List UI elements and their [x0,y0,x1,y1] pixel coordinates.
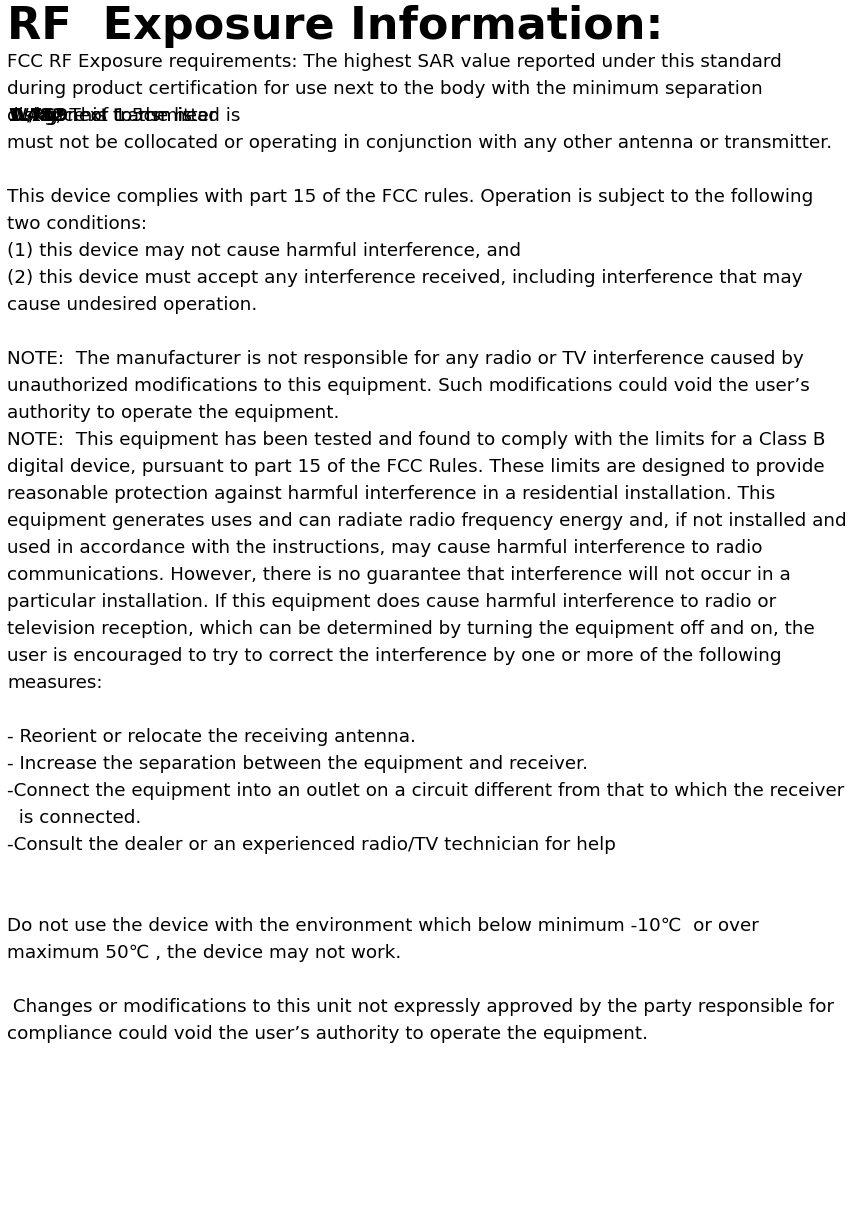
Text: (1) this device may not cause harmful interference, and: (1) this device may not cause harmful in… [7,242,521,260]
Text: compliance could void the user’s authority to operate the equipment.: compliance could void the user’s authori… [7,1025,648,1043]
Text: user is encouraged to try to correct the interference by one or more of the foll: user is encouraged to try to correct the… [7,647,781,664]
Text: during product certification for use next to the body with the minimum separatio: during product certification for use nex… [7,80,763,98]
Text: two conditions:: two conditions: [7,215,147,233]
Text: This device complies with part 15 of the FCC rules. Operation is subject to the : This device complies with part 15 of the… [7,188,813,206]
Text: television reception, which can be determined by turning the equipment off and o: television reception, which can be deter… [7,620,815,638]
Text: 0.769: 0.769 [10,107,68,125]
Text: equipment generates uses and can radiate radio frequency energy and, if not inst: equipment generates uses and can radiate… [7,512,847,530]
Text: used in accordance with the instructions, may cause harmful interference to radi: used in accordance with the instructions… [7,539,763,557]
Text: distance of 1.5cm is: distance of 1.5cm is [7,107,198,125]
Text: is connected.: is connected. [7,809,141,828]
Text: reasonable protection against harmful interference in a residential installation: reasonable protection against harmful in… [7,485,775,503]
Text: digital device, pursuant to part 15 of the FCC Rules. These limits are designed : digital device, pursuant to part 15 of t… [7,459,824,476]
Text: - Reorient or relocate the receiving antenna.: - Reorient or relocate the receiving ant… [7,728,416,745]
Text: cause undesired operation.: cause undesired operation. [7,295,257,314]
Text: Do not use the device with the environment which below minimum -10℃  or over: Do not use the device with the environme… [7,917,759,935]
Text: -Consult the dealer or an experienced radio/TV technician for help: -Consult the dealer or an experienced ra… [7,836,616,855]
Text: NOTE:  This equipment has been tested and found to comply with the limits for a : NOTE: This equipment has been tested and… [7,432,825,449]
Text: Changes or modifications to this unit not expressly approved by the party respon: Changes or modifications to this unit no… [7,998,834,1016]
Text: (2) this device must accept any interference received, including interference th: (2) this device must accept any interfer… [7,268,803,287]
Text: must not be collocated or operating in conjunction with any other antenna or tra: must not be collocated or operating in c… [7,134,832,152]
Text: maximum 50℃ , the device may not work.: maximum 50℃ , the device may not work. [7,944,401,962]
Text: -Connect the equipment into an outlet on a circuit different from that to which : -Connect the equipment into an outlet on… [7,782,844,801]
Text: RF  Exposure Information:: RF Exposure Information: [7,5,663,48]
Text: communications. However, there is no guarantee that interference will not occur : communications. However, there is no gua… [7,566,791,584]
Text: 1.482: 1.482 [8,107,66,125]
Text: - Increase the separation between the equipment and receiver.: - Increase the separation between the eq… [7,755,588,774]
Text: particular installation. If this equipment does cause harmful interference to ra: particular installation. If this equipme… [7,593,776,611]
Text: W/kg, next to the head is: W/kg, next to the head is [9,107,247,125]
Text: FCC RF Exposure requirements: The highest SAR value reported under this standard: FCC RF Exposure requirements: The highes… [7,53,782,71]
Text: measures:: measures: [7,674,102,691]
Text: W/kg. This transmitter: W/kg. This transmitter [11,107,216,125]
Text: NOTE:  The manufacturer is not responsible for any radio or TV interference caus: NOTE: The manufacturer is not responsibl… [7,349,804,368]
Text: unauthorized modifications to this equipment. Such modifications could void the : unauthorized modifications to this equip… [7,378,810,395]
Text: authority to operate the equipment.: authority to operate the equipment. [7,405,339,422]
